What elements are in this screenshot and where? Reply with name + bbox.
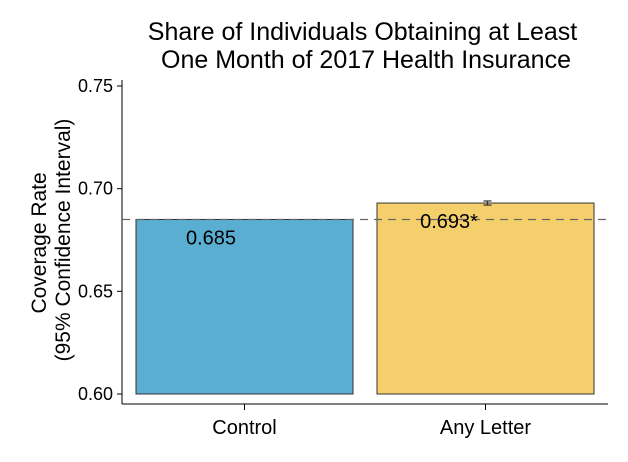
y-tick-label: 0.75 [78,76,113,96]
y-axis-label: Coverage Rate (95% Confidence Interval) [28,119,75,362]
y-tick-label: 0.65 [78,281,113,301]
y-axis-label-line-1: Coverage Rate [28,172,51,313]
y-tick-label: 0.60 [78,384,113,404]
x-tick-label: Any Letter [440,417,532,439]
chart-title-line-1: Share of Individuals Obtaining at Least [148,18,577,46]
bar [135,218,354,395]
plot-area: 0.60 0.65 0.70 0.75 0.685 0.693* Control Any Le… [78,76,608,439]
chart-title-line-2: One Month of 2017 Health Insurance [161,46,571,74]
data-label: 0.685 [186,227,236,249]
chart-title: Share of Individuals Obtaining at Least … [148,18,584,74]
x-tick-label: Control [212,417,276,439]
y-axis-label-line-2: (95% Confidence Interval) [52,119,75,362]
data-label: 0.693* [420,211,478,233]
bar [376,202,595,395]
y-tick-label: 0.70 [78,179,113,199]
